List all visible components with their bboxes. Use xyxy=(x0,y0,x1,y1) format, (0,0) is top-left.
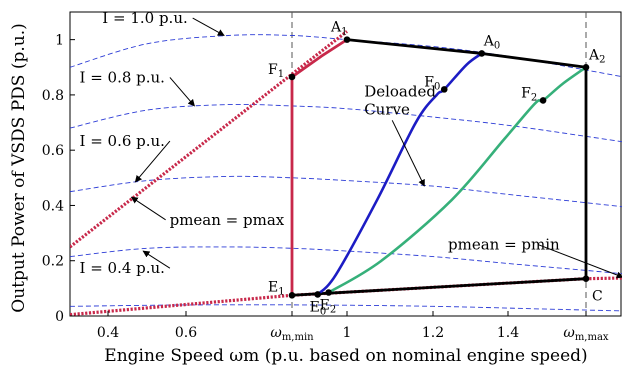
y-tick-label-5: 1 xyxy=(55,33,64,49)
annotation-arrow-3 xyxy=(142,250,171,269)
x-tick-label-0: 0.4 xyxy=(97,325,119,341)
point-marker-8 xyxy=(325,289,332,296)
point-marker-4 xyxy=(440,86,448,93)
x-tick-label-2: ωm,min xyxy=(270,325,314,343)
annotations-group: I = 1.0 p.u. I = 0.8 p.u. I = 0.6 p.u. I = … xyxy=(80,9,622,279)
annotation-arrow-2 xyxy=(134,140,171,183)
x-tick-label-6: ωm,max xyxy=(563,325,609,343)
point-marker-6 xyxy=(288,291,296,299)
y-tick-label-3: 0.6 xyxy=(42,143,64,159)
x-tick-label-4: 1.2 xyxy=(422,325,444,341)
current-contour-1 xyxy=(70,103,622,143)
point-marker-5 xyxy=(539,97,547,104)
x-ticks: 0.4 0.6 ωm,min 1 1.2 1.4 ωm,max xyxy=(97,311,609,343)
x-tick-label-1: 0.6 xyxy=(175,325,197,341)
point-marker-7 xyxy=(314,291,321,298)
current-contour-2 xyxy=(70,175,622,208)
annotation-arrow-5 xyxy=(538,244,622,279)
power-limit-line-5 xyxy=(70,30,348,249)
x-axis-label: Engine Speed ωm (p.u. based on nominal e… xyxy=(104,346,587,366)
annotation-1: I = 0.8 p.u. xyxy=(80,68,165,86)
annotation-6: Deloaded Curve xyxy=(364,82,436,118)
annotation-0: I = 1.0 p.u. xyxy=(102,9,187,27)
annotation-4: pmean = pmax xyxy=(170,211,285,229)
annotation-arrow-1 xyxy=(169,77,195,107)
annotation-arrow-0 xyxy=(192,17,225,36)
x-tick-label-3: 1 xyxy=(343,325,352,341)
point-marker-3 xyxy=(288,73,296,81)
x-tick-label-5: 1.4 xyxy=(497,325,519,341)
deloaded-curve-9 xyxy=(316,52,483,296)
point-marker-0 xyxy=(343,36,351,43)
y-tick-label-0: 0 xyxy=(55,309,64,325)
annotation-2: I = 0.6 p.u. xyxy=(80,132,165,150)
point-marker-1 xyxy=(478,50,486,57)
y-ticks: 0 0.2 0.4 0.6 0.8 1 xyxy=(42,33,75,325)
point-label-9: C xyxy=(592,289,603,305)
point-marker-9 xyxy=(582,275,590,282)
current-contour-3 xyxy=(70,246,622,275)
series-group xyxy=(70,30,622,316)
annotation-3: I = 0.4 p.u. xyxy=(80,259,165,277)
y-tick-label-2: 0.4 xyxy=(42,198,64,214)
annotation-5: pmean = pmin xyxy=(448,236,560,254)
y-tick-label-1: 0.2 xyxy=(42,254,64,270)
annotation-arrow-6 xyxy=(391,120,425,187)
operating-boundary-left xyxy=(290,38,348,296)
annotation-arrow-4 xyxy=(130,196,166,221)
y-axis-label: Output Power of VSDS PDS (p.u.) xyxy=(9,23,29,312)
point-marker-2 xyxy=(582,63,590,71)
y-tick-label-4: 0.8 xyxy=(42,88,64,104)
deloaded-curve-10 xyxy=(327,66,587,294)
